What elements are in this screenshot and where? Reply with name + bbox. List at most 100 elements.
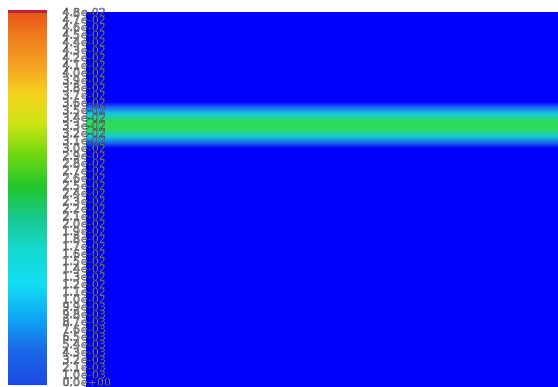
legend-tick-label: 4.1 [63,59,81,72]
legend-tick-label: 1.1 [63,285,81,298]
legend-tick-exponent: e-02 [81,233,106,246]
legend-tick-label: 8.7 [63,316,81,329]
legend-tick-label: 1.0 [63,368,81,381]
legend-tick-label: 4.3 [63,44,81,57]
legend-tick-exponent: e-02 [81,104,106,117]
legend-tick-label: 1.4 [63,263,81,276]
legend-tick-label: 9.9 [63,301,81,314]
legend-tick-exponent: e-02 [81,248,106,261]
legend-tick-exponent: e-02 [81,36,106,49]
legend-tick-label: 3.6 [63,97,81,110]
legend-tick-label: 2.8 [63,157,81,170]
legend-tick-label: 3.9 [63,74,81,87]
legend-tick-exponent: e-03 [81,331,106,344]
legend-tick-label: 3.2 [63,353,81,366]
legend-tick-exponent: e-02 [81,293,106,306]
legend-tick-exponent: e-02 [81,187,106,200]
legend-tick-exponent: e-02 [81,172,106,185]
legend-tick-label: 4.2 [63,51,81,64]
legend-tick-exponent: e-03 [81,361,106,374]
legend-tick-label: 7.6 [63,323,81,336]
legend-tick-label: 2.6 [63,172,81,185]
legend-tick-exponent: e-02 [81,157,106,170]
legend-tick-label: 3.1 [63,134,81,147]
legend-tick-exponent: e-02 [81,66,106,79]
legend-tick-exponents: e-02e-02e-02e-02e-02e-02e-02e-02e-02e-02… [81,6,112,387]
legend-tick-exponent: e-02 [81,97,106,110]
legend-tick-exponent: e-02 [81,225,106,238]
legend-tick-exponent: e-02 [81,278,106,291]
legend-tick-exponent: e-03 [81,368,106,381]
legend-tick-exponent: e-02 [81,74,106,87]
legend-tick-exponent: e-02 [81,150,106,163]
legend-tick-exponent: e-02 [81,240,106,253]
legend-tick-exponent: e-02 [81,6,106,19]
legend-tick-label: 4.5 [63,29,81,42]
legend-tick-label: 3.8 [63,82,81,95]
legend-tick-exponent: e-02 [81,263,106,276]
legend-tick-label: 9.8 [63,308,81,321]
legend-tick-label: 4.3 [63,346,81,359]
legend-tick-label: 4.6 [63,21,81,34]
legend-tick-exponent: e-03 [81,323,106,336]
legend-tick-exponent: e-02 [81,119,106,132]
legend-tick-exponent: e-02 [81,134,106,147]
legend-tick-label: 2.2 [63,202,81,215]
colormap-legend-top-edge [8,10,47,13]
legend-tick-label: 4.8 [63,6,81,19]
legend-tick-label: 1.3 [63,270,81,283]
legend-tick-exponent: e-02 [81,142,106,155]
legend-tick-label: 2.4 [63,187,81,200]
legend-tick-exponent: e-02 [81,89,106,102]
legend-tick-exponent: e+00 [81,376,111,387]
legend-tick-exponent: e-02 [81,51,106,64]
legend-tick-label: 4.4 [63,36,81,49]
legend-tick-label: 6.5 [63,331,81,344]
legend-tick-exponent: e-02 [81,112,106,125]
legend-tick-exponent: e-03 [81,338,106,351]
legend-tick-mantissas: 4.84.74.64.54.44.34.24.14.03.93.83.73.63… [62,6,81,387]
legend-tick-label: 1.7 [63,240,81,253]
legend-tick-label: 2.9 [63,150,81,163]
legend-tick-exponent: e-02 [81,270,106,283]
legend-tick-exponent: e-02 [81,29,106,42]
legend-tick-exponent: e-02 [81,127,106,140]
legend-tick-exponent: e-03 [81,346,106,359]
legend-tick-exponent: e-02 [81,255,106,268]
legend-tick-label: 4.7 [63,14,81,27]
legend-tick-label: 2.0 [63,217,81,230]
legend-tick-label: 2.5 [63,180,81,193]
flow-field-background [86,12,558,387]
legend-tick-label: 3.4 [63,112,81,125]
legend-tick-exponent: e-02 [81,202,106,215]
legend-label-column [47,12,65,387]
legend-tick-label: 1.0 [63,293,81,306]
legend-tick-exponent: e-03 [81,316,106,329]
legend-tick-exponent: e-02 [81,217,106,230]
legend-tick-label: 2.1 [63,210,81,223]
legend-tick-exponent: e-03 [81,308,106,321]
legend-tick-exponent: e-03 [81,301,106,314]
legend-tick-label: 2.7 [63,165,81,178]
colormap-legend-bar [8,12,47,385]
legend-tick-label: 5.4 [63,338,81,351]
legend-tick-label: 3.3 [63,119,81,132]
legend-tick-label: 3.5 [63,104,81,117]
legend-tick-exponent: e-02 [81,82,106,95]
legend-tick-label: 3.7 [63,89,81,102]
legend-tick-exponent: e-02 [81,180,106,193]
legend-tick-label: 0.0 [63,376,81,387]
legend-tick-exponent: e-02 [81,21,106,34]
legend-tick-exponent: e-02 [81,210,106,223]
legend-tick-label: 4.0 [63,66,81,79]
legend-tick-exponent: e-02 [81,285,106,298]
legend-tick-label: 1.5 [63,255,81,268]
legend-tick-exponent: e-02 [81,165,106,178]
legend-tick-label: 1.6 [63,248,81,261]
legend-tick-exponent: e-02 [81,44,106,57]
legend-tick-label: 3.0 [63,142,81,155]
legend-tick-label: 2.1 [63,361,81,374]
legend-tick-exponent: e-02 [81,59,106,72]
legend-tick-label: 2.3 [63,195,81,208]
